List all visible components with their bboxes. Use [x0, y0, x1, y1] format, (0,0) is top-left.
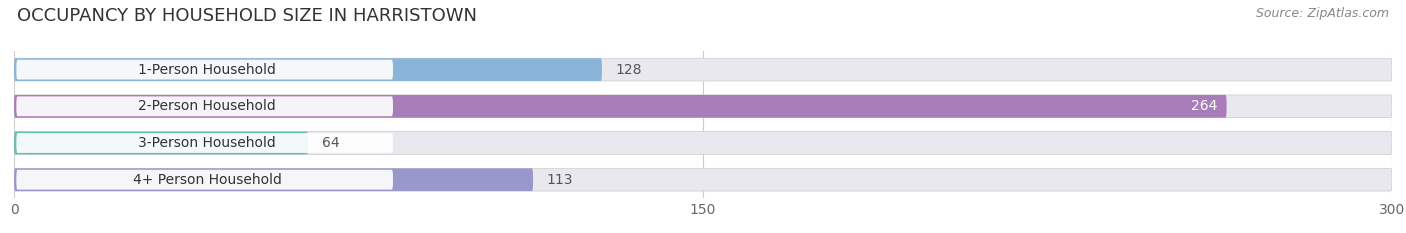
- FancyBboxPatch shape: [14, 95, 1226, 118]
- Text: 4+ Person Household: 4+ Person Household: [132, 173, 281, 187]
- Text: Source: ZipAtlas.com: Source: ZipAtlas.com: [1256, 7, 1389, 20]
- FancyBboxPatch shape: [14, 132, 1392, 154]
- FancyBboxPatch shape: [17, 96, 394, 116]
- Text: 264: 264: [1191, 99, 1218, 113]
- FancyBboxPatch shape: [14, 132, 308, 154]
- FancyBboxPatch shape: [17, 170, 394, 190]
- Text: OCCUPANCY BY HOUSEHOLD SIZE IN HARRISTOWN: OCCUPANCY BY HOUSEHOLD SIZE IN HARRISTOW…: [17, 7, 477, 25]
- Text: 128: 128: [616, 63, 643, 77]
- FancyBboxPatch shape: [14, 58, 1392, 81]
- FancyBboxPatch shape: [14, 58, 602, 81]
- Text: 64: 64: [322, 136, 339, 150]
- Text: 1-Person Household: 1-Person Household: [138, 63, 276, 77]
- FancyBboxPatch shape: [14, 168, 533, 191]
- FancyBboxPatch shape: [17, 60, 394, 79]
- Text: 113: 113: [547, 173, 574, 187]
- FancyBboxPatch shape: [14, 95, 1392, 118]
- Text: 2-Person Household: 2-Person Household: [138, 99, 276, 113]
- Text: 3-Person Household: 3-Person Household: [138, 136, 276, 150]
- FancyBboxPatch shape: [14, 168, 1392, 191]
- FancyBboxPatch shape: [17, 133, 394, 153]
